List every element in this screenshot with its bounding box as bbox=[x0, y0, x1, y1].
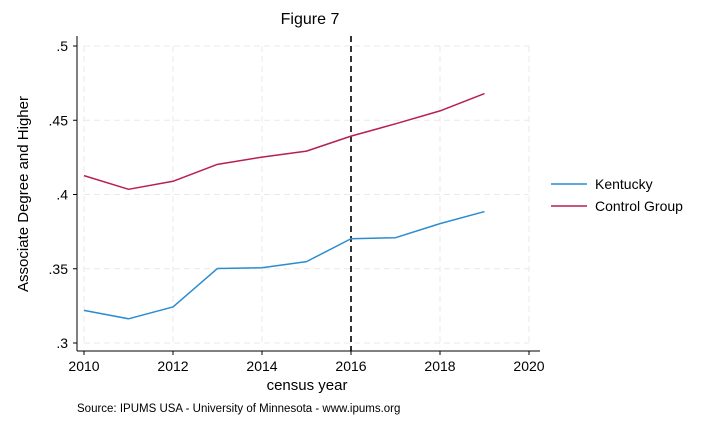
y-tick-label: .5 bbox=[56, 38, 68, 54]
series-lines bbox=[83, 92, 485, 320]
y-tick-label: .4 bbox=[56, 187, 68, 203]
legend-label-control-group: Control Group bbox=[595, 198, 683, 214]
legend-label-kentucky: Kentucky bbox=[595, 176, 653, 192]
x-axis-label: census year bbox=[267, 377, 348, 394]
x-tick-label: 2010 bbox=[68, 358, 99, 374]
legend: Kentucky Control Group bbox=[551, 176, 683, 214]
series-line-control-group bbox=[83, 92, 485, 191]
y-tick-label: .35 bbox=[49, 261, 69, 277]
series-line-kentucky bbox=[83, 210, 485, 320]
x-tick-label: 2014 bbox=[246, 358, 277, 374]
x-tick-label: 2016 bbox=[335, 358, 366, 374]
source-note: Source: IPUMS USA - University of Minnes… bbox=[77, 403, 400, 415]
grid-lines bbox=[83, 45, 530, 344]
y-tick-label: .45 bbox=[49, 112, 69, 128]
x-tick-label: 2012 bbox=[157, 358, 188, 374]
y-axis-label: Associate Degree and Higher bbox=[15, 96, 32, 292]
chart-title: Figure 7 bbox=[281, 11, 340, 28]
axes: .3 .35 .4 .45 .5 2010 2012 2014 2016 2018 2020 bbox=[49, 36, 545, 374]
x-tick-label: 2018 bbox=[424, 358, 455, 374]
x-tick-label: 2020 bbox=[513, 358, 544, 374]
y-tick-label: .3 bbox=[56, 335, 68, 351]
